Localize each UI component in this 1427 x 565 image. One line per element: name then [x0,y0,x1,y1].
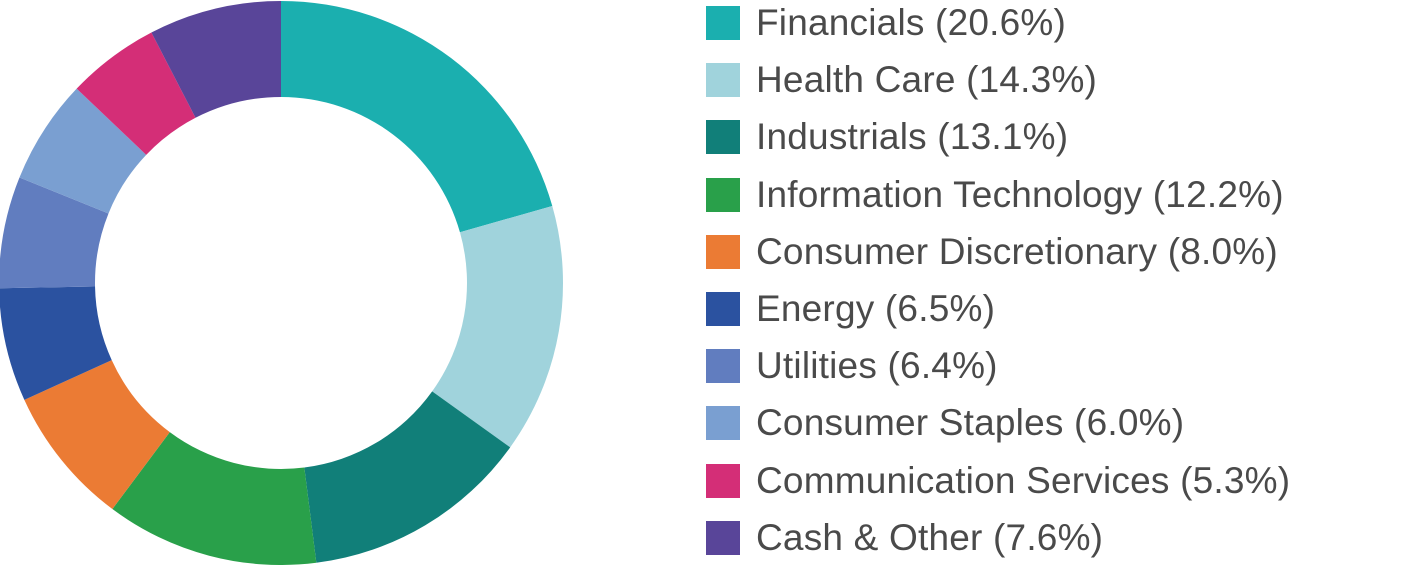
chart-legend: Financials (20.6%) Health Care (14.3%) Ind… [706,0,1421,565]
legend-swatch [706,349,740,384]
legend-swatch [706,234,740,269]
legend-label: Industrials (13.1%) [756,116,1069,158]
legend-label: Communication Services (5.3%) [756,459,1291,501]
legend-item-consumer-staples: Consumer Staples (6.0%) [706,402,1185,444]
donut-slice-consumer-discretionary [24,360,170,510]
donut-slice-consumer-staples [19,88,147,214]
legend-item-communication-services: Communication Services (5.3%) [706,459,1291,501]
donut-slice-cash-and-other [151,1,281,118]
legend-item-utilities: Utilities (6.4%) [706,345,998,387]
legend-label: Consumer Staples (6.0%) [756,402,1185,444]
legend-label: Financials (20.6%) [756,2,1067,43]
donut-slice-energy [0,286,112,400]
legend-swatch [706,120,740,155]
legend-label: Consumer Discretionary (8.0%) [756,230,1278,272]
legend-item-financials: Financials (20.6%) [706,2,1067,43]
legend-item-consumer-discretionary: Consumer Discretionary (8.0%) [706,230,1278,272]
legend-item-industrials: Industrials (13.1%) [706,116,1069,158]
legend-swatch [706,463,740,498]
legend-swatch [706,406,740,441]
legend-swatch [706,292,740,326]
donut-slice-financials [281,1,553,233]
legend-item-cash-and-other: Cash & Other (7.6%) [706,516,1104,558]
legend-item-energy: Energy (6.5%) [706,288,996,329]
legend-label: Information Technology (12.2%) [756,173,1284,215]
donut-slice-communication-services [76,32,196,155]
legend-swatch [706,6,740,40]
legend-swatch [706,177,740,212]
legend-item-health-care: Health Care (14.3%) [706,59,1098,101]
legend-label: Energy (6.5%) [756,288,996,329]
donut-slice-health-care [432,206,563,448]
donut-slice-information-technology [112,432,317,565]
legend-label: Cash & Other (7.6%) [756,516,1104,558]
donut-slice-utilities [0,177,109,289]
legend-item-information-technology: Information Technology (12.2%) [706,173,1284,215]
legend-label: Utilities (6.4%) [756,345,998,387]
legend-swatch [706,63,740,98]
donut-chart [0,1,563,565]
legend-swatch [706,520,740,555]
donut-slice-industrials [304,391,511,563]
legend-label: Health Care (14.3%) [756,59,1098,101]
